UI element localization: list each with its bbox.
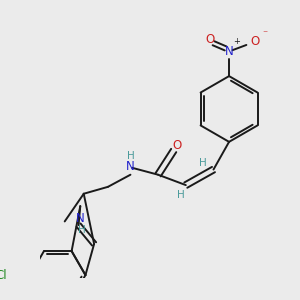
Text: N: N — [225, 45, 233, 58]
Text: O: O — [172, 139, 182, 152]
Text: H: H — [177, 190, 184, 200]
Text: ⁻: ⁻ — [263, 30, 268, 40]
Text: O: O — [250, 35, 260, 48]
Text: O: O — [206, 33, 215, 46]
Text: +: + — [233, 37, 240, 46]
Text: N: N — [76, 212, 85, 225]
Text: N: N — [126, 160, 135, 172]
Text: H: H — [78, 225, 86, 235]
Text: H: H — [127, 151, 134, 161]
Text: H: H — [199, 158, 207, 168]
Text: Cl: Cl — [0, 268, 7, 282]
